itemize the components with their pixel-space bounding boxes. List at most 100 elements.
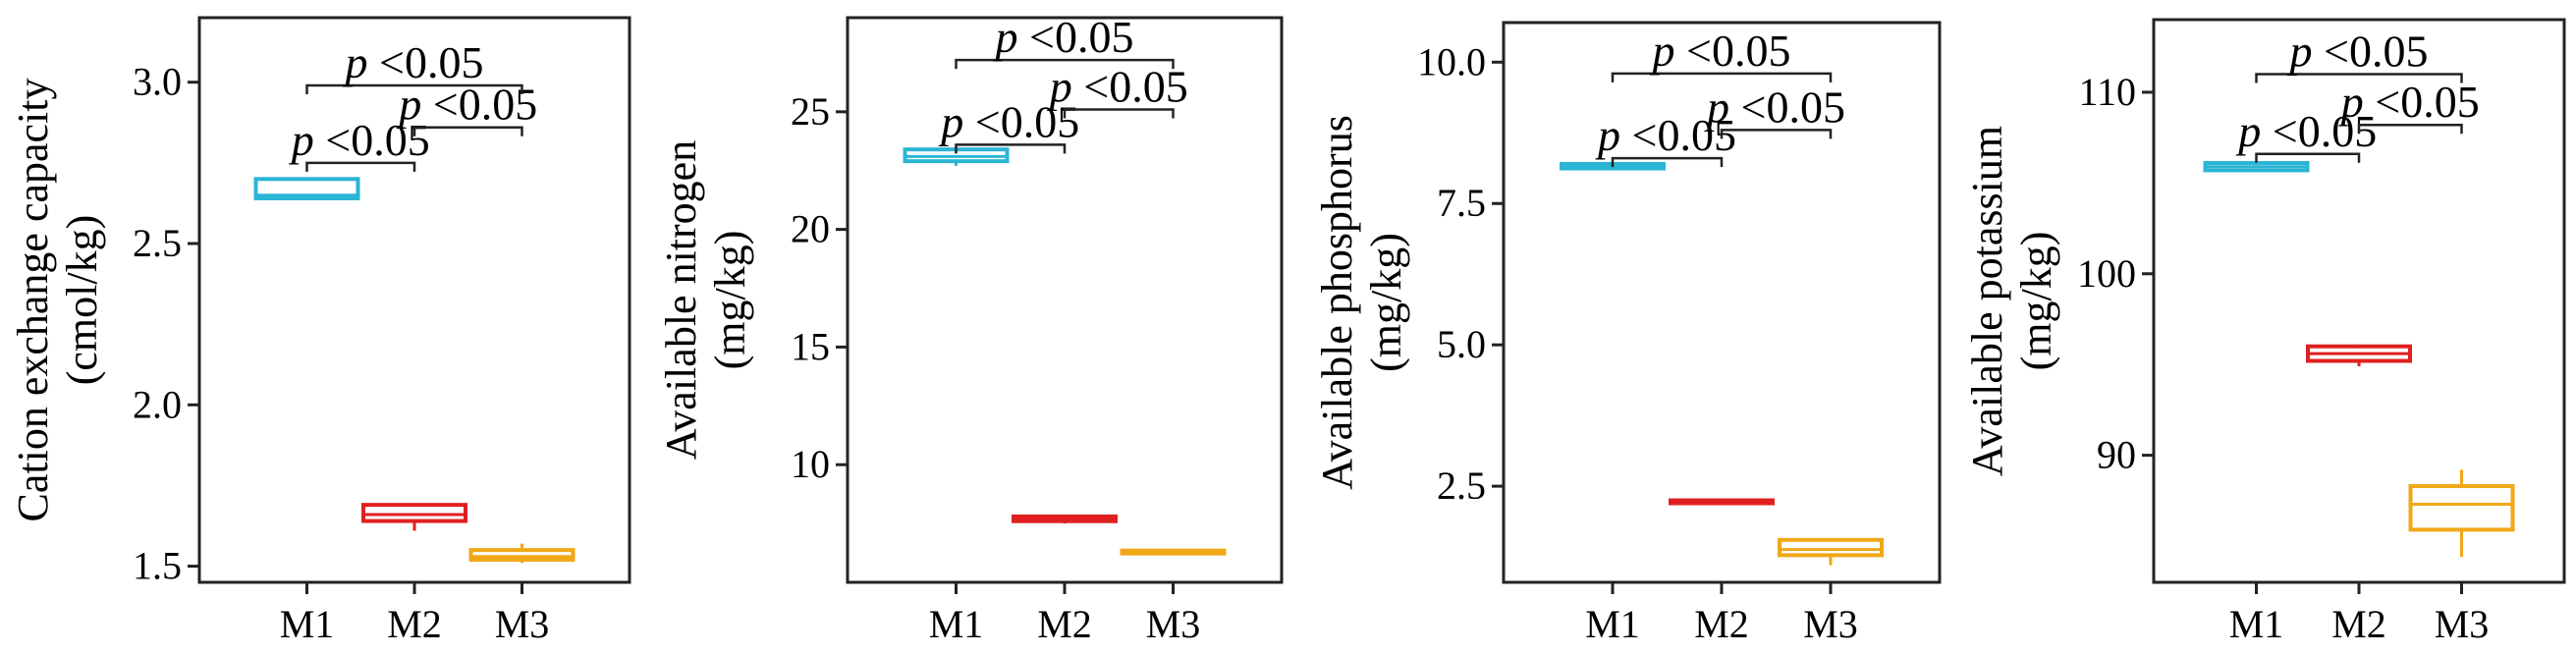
- y-axis-title: Available phosphorus(mg/kg): [1313, 115, 1410, 490]
- x-tick-label: M1: [929, 602, 984, 646]
- significance-bracket: [1720, 129, 1833, 139]
- significance-value: <0.05: [368, 37, 484, 87]
- significance-value: <0.05: [2261, 106, 2377, 156]
- x-tick-label: M3: [1146, 602, 1201, 646]
- significance-p: p: [1704, 82, 1729, 132]
- significance-label: p <0.05: [1650, 26, 1791, 76]
- significance-p: p: [343, 37, 368, 87]
- x-tick-label: M1: [280, 602, 335, 646]
- y-tick-label: 2.5: [1437, 463, 1486, 508]
- significance-m1-m3: p <0.05: [1611, 26, 1833, 82]
- y-tick-label: 100: [2077, 251, 2136, 296]
- y-tick-label: 3.0: [133, 60, 182, 104]
- significance-value: <0.05: [1675, 26, 1791, 76]
- significance-p: p: [2338, 77, 2364, 127]
- chart-panel-2: 10 15 20 25 M1 M2 M3 Available nitrogen(mg/kg) p…: [657, 12, 1284, 646]
- chart-panel-1: 1.5 2.0 2.5 3.0 M1 M2 M3 Cation exchange capaci…: [9, 16, 631, 646]
- y-axis-title: Available nitrogen(mg/kg): [657, 140, 754, 460]
- y-tick-label: 7.5: [1437, 181, 1486, 225]
- box-m1: [2203, 161, 2310, 173]
- x-tick-label: M3: [495, 602, 550, 646]
- significance-m1-m2: p <0.05: [1595, 110, 1736, 168]
- x-tick-label: M2: [1037, 602, 1092, 646]
- significance-value: <0.05: [1072, 61, 1188, 111]
- significance-m1-m2: p <0.05: [289, 115, 430, 172]
- y-axis-title-line: (mg/kg): [2012, 232, 2060, 371]
- box-m1: [253, 177, 360, 201]
- significance-bracket: [2255, 152, 2361, 163]
- significance-label: p <0.05: [938, 96, 1079, 146]
- box-m2: [361, 503, 467, 531]
- significance-p: p: [2235, 106, 2261, 156]
- significance-label: p <0.05: [396, 80, 537, 130]
- significance-bracket: [955, 143, 1067, 154]
- x-tick-label: M1: [1585, 602, 1640, 646]
- significance-bracket: [1063, 108, 1175, 119]
- significance-p: p: [1650, 26, 1675, 76]
- box-body: [253, 177, 360, 201]
- significance-m2-m3: p <0.05: [1704, 82, 1845, 139]
- significance-bracket: [2255, 73, 2463, 83]
- x-tick-label: M3: [2435, 602, 2490, 646]
- significance-p: p: [1595, 110, 1620, 160]
- y-axis-title: Available potassium(mg/kg): [1963, 126, 2060, 476]
- significance-value: <0.05: [2364, 77, 2480, 127]
- significance-bracket: [2357, 123, 2463, 135]
- chart-panel-3: 2.5 5.0 7.5 10.0 M1 M2 M3 Available phosphorus(…: [1313, 21, 1942, 646]
- y-tick-label: 10: [791, 442, 830, 486]
- significance-value: <0.05: [963, 96, 1079, 146]
- y-axis-title-line: Available phosphorus: [1313, 115, 1361, 490]
- significance-label: p <0.05: [2338, 77, 2480, 127]
- box-m2: [1669, 498, 1775, 506]
- significance-value: <0.05: [314, 115, 430, 165]
- significance-label: p <0.05: [2235, 106, 2377, 156]
- y-tick-label: 15: [791, 324, 830, 368]
- significance-p: p: [938, 96, 963, 146]
- y-axis-title-line: Available potassium: [1963, 126, 2011, 476]
- significance-m1-m3: p <0.05: [305, 37, 523, 94]
- x-tick-label: M2: [387, 602, 442, 646]
- box-body: [361, 503, 467, 523]
- significance-bracket: [412, 126, 523, 136]
- y-axis-title: Cation exchange capacity(cmol/kg): [9, 78, 106, 521]
- box-m3: [2408, 469, 2515, 558]
- y-tick-label: 2.0: [133, 382, 182, 426]
- box-m3: [468, 543, 575, 564]
- y-axis-title-line: Cation exchange capacity: [9, 78, 57, 521]
- y-tick-label: 20: [791, 207, 830, 251]
- significance-bracket: [305, 161, 416, 172]
- y-tick-label: 90: [2097, 433, 2136, 477]
- significance-m2-m3: p <0.05: [396, 80, 537, 136]
- significance-label: p <0.05: [993, 12, 1134, 62]
- significance-value: <0.05: [2313, 26, 2429, 76]
- y-axis-title-line: (cmol/kg): [58, 215, 106, 386]
- box-m2: [2306, 344, 2412, 367]
- box-body: [1778, 537, 1884, 558]
- significance-value: <0.05: [421, 80, 537, 130]
- significance-m1-m3: p <0.05: [2255, 26, 2463, 83]
- significance-m1-m3: p <0.05: [955, 12, 1175, 70]
- y-tick-label: 2.5: [133, 221, 182, 265]
- significance-label: p <0.05: [289, 115, 430, 165]
- x-tick-label: M2: [2331, 602, 2386, 646]
- significance-p: p: [993, 12, 1018, 62]
- x-tick-label: M1: [2229, 602, 2284, 646]
- significance-bracket: [305, 83, 523, 94]
- box-m3: [1120, 548, 1227, 556]
- significance-p: p: [2287, 26, 2313, 76]
- significance-label: p <0.05: [1704, 82, 1845, 132]
- y-axis-title-line: (mg/kg): [706, 231, 754, 370]
- box-body: [468, 548, 575, 563]
- significance-m1-m2: p <0.05: [938, 96, 1079, 154]
- significance-label: p <0.05: [1047, 61, 1188, 111]
- significance-bracket: [1611, 156, 1724, 168]
- significance-bracket: [955, 58, 1175, 70]
- significance-value: <0.05: [1729, 82, 1845, 132]
- y-axis-title-line: Available nitrogen: [657, 140, 705, 460]
- significance-value: <0.05: [1018, 12, 1134, 62]
- significance-label: p <0.05: [1595, 110, 1736, 160]
- x-tick-label: M3: [1803, 602, 1858, 646]
- significance-p: p: [289, 115, 314, 165]
- significance-m2-m3: p <0.05: [1047, 61, 1188, 119]
